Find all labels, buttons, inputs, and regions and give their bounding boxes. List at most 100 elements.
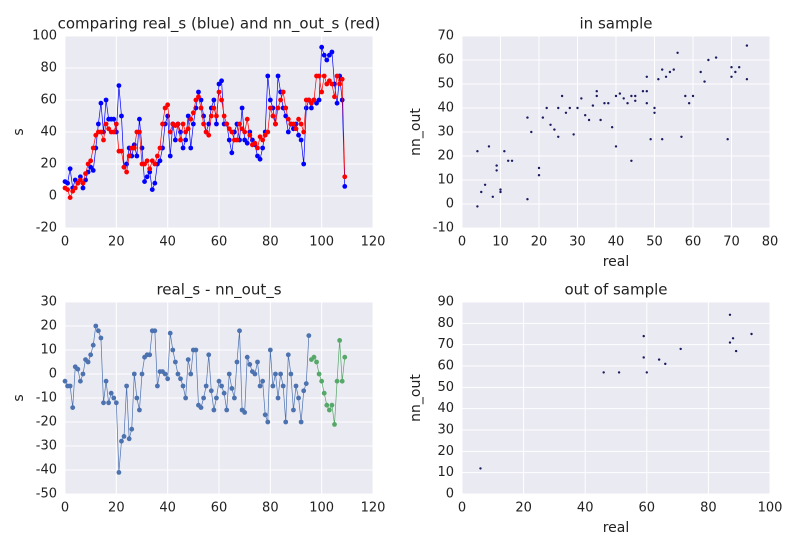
data-point — [85, 359, 91, 365]
y-tick-label: 10 — [437, 465, 454, 480]
data-point — [291, 121, 296, 127]
data-point — [476, 150, 479, 153]
data-point — [244, 116, 250, 122]
data-point — [270, 383, 276, 389]
x-tick-label: 100 — [309, 235, 334, 250]
data-point — [226, 126, 232, 132]
data-point — [160, 121, 165, 127]
data-point — [499, 188, 502, 191]
data-point — [111, 129, 117, 135]
plot-area — [462, 302, 770, 494]
data-point — [283, 105, 289, 111]
data-point — [280, 383, 286, 389]
data-point — [285, 352, 291, 358]
data-point — [83, 171, 88, 177]
data-point — [641, 90, 645, 93]
data-point — [309, 105, 314, 111]
data-point — [557, 135, 560, 138]
data-point — [244, 140, 250, 146]
data-point — [95, 121, 101, 127]
y-tick-label: 0 — [49, 367, 57, 382]
data-point — [75, 366, 81, 372]
data-point — [134, 395, 140, 401]
chart-title: out of sample — [564, 281, 667, 299]
data-point — [687, 102, 691, 105]
data-point — [339, 76, 345, 82]
y-tick-label: 30 — [437, 423, 454, 438]
data-point — [342, 354, 348, 360]
data-point — [142, 179, 147, 185]
data-point — [121, 434, 127, 439]
data-point — [260, 145, 266, 151]
data-point — [214, 395, 219, 401]
data-point — [275, 73, 281, 79]
data-point — [206, 132, 212, 138]
y-tick-label: 70 — [437, 337, 454, 352]
data-point — [316, 73, 322, 79]
data-point — [672, 68, 675, 71]
data-point — [479, 467, 482, 470]
data-point — [301, 161, 307, 167]
data-point — [106, 126, 112, 132]
x-tick-label: 40 — [577, 501, 594, 516]
data-point — [303, 105, 309, 111]
data-point — [113, 400, 119, 406]
y-tick-label: 20 — [437, 444, 454, 459]
data-point — [541, 116, 545, 119]
data-point — [653, 111, 656, 115]
data-point — [714, 56, 718, 59]
data-point — [219, 383, 224, 389]
data-point — [196, 89, 201, 95]
y-tick-label: -50 — [36, 487, 57, 502]
data-point — [483, 183, 487, 186]
data-point — [144, 174, 150, 180]
data-point — [93, 323, 99, 329]
data-point — [180, 383, 186, 389]
x-tick-label: 100 — [309, 501, 334, 516]
data-point — [595, 90, 598, 93]
data-point — [342, 174, 348, 180]
data-point — [216, 81, 222, 87]
data-point — [680, 135, 683, 138]
data-point — [242, 137, 248, 143]
data-point — [203, 129, 209, 135]
data-point — [185, 357, 191, 362]
data-point — [614, 94, 618, 98]
data-point — [595, 94, 598, 98]
y-tick-label: 60 — [437, 359, 454, 374]
x-tick-label: 30 — [569, 235, 586, 250]
data-point — [584, 114, 587, 117]
data-point — [296, 395, 301, 401]
data-point — [342, 184, 348, 189]
data-point — [728, 341, 732, 344]
data-point — [167, 129, 173, 135]
data-point — [193, 347, 199, 353]
data-point — [137, 116, 142, 122]
data-point — [311, 97, 317, 103]
data-point — [188, 145, 194, 151]
data-point — [167, 153, 173, 159]
data-point — [298, 137, 304, 143]
data-point — [221, 113, 227, 119]
data-point — [119, 148, 124, 154]
data-point — [270, 113, 276, 119]
data-point — [247, 132, 253, 138]
data-point — [70, 188, 76, 194]
data-point — [645, 90, 648, 93]
data-point — [126, 153, 132, 159]
data-point — [121, 164, 127, 170]
data-point — [260, 378, 266, 384]
data-point — [116, 470, 122, 475]
data-point — [668, 70, 672, 74]
y-tick-label: 40 — [40, 125, 57, 140]
data-point — [319, 378, 325, 384]
data-point — [618, 92, 622, 95]
y-tick-label: -20 — [36, 415, 57, 430]
data-point — [72, 185, 78, 191]
data-point — [193, 97, 199, 103]
y-tick-label: 50 — [437, 77, 454, 92]
data-point — [275, 395, 281, 401]
data-point — [190, 110, 196, 116]
y-tick-label: 60 — [40, 93, 57, 108]
data-point — [175, 371, 181, 377]
